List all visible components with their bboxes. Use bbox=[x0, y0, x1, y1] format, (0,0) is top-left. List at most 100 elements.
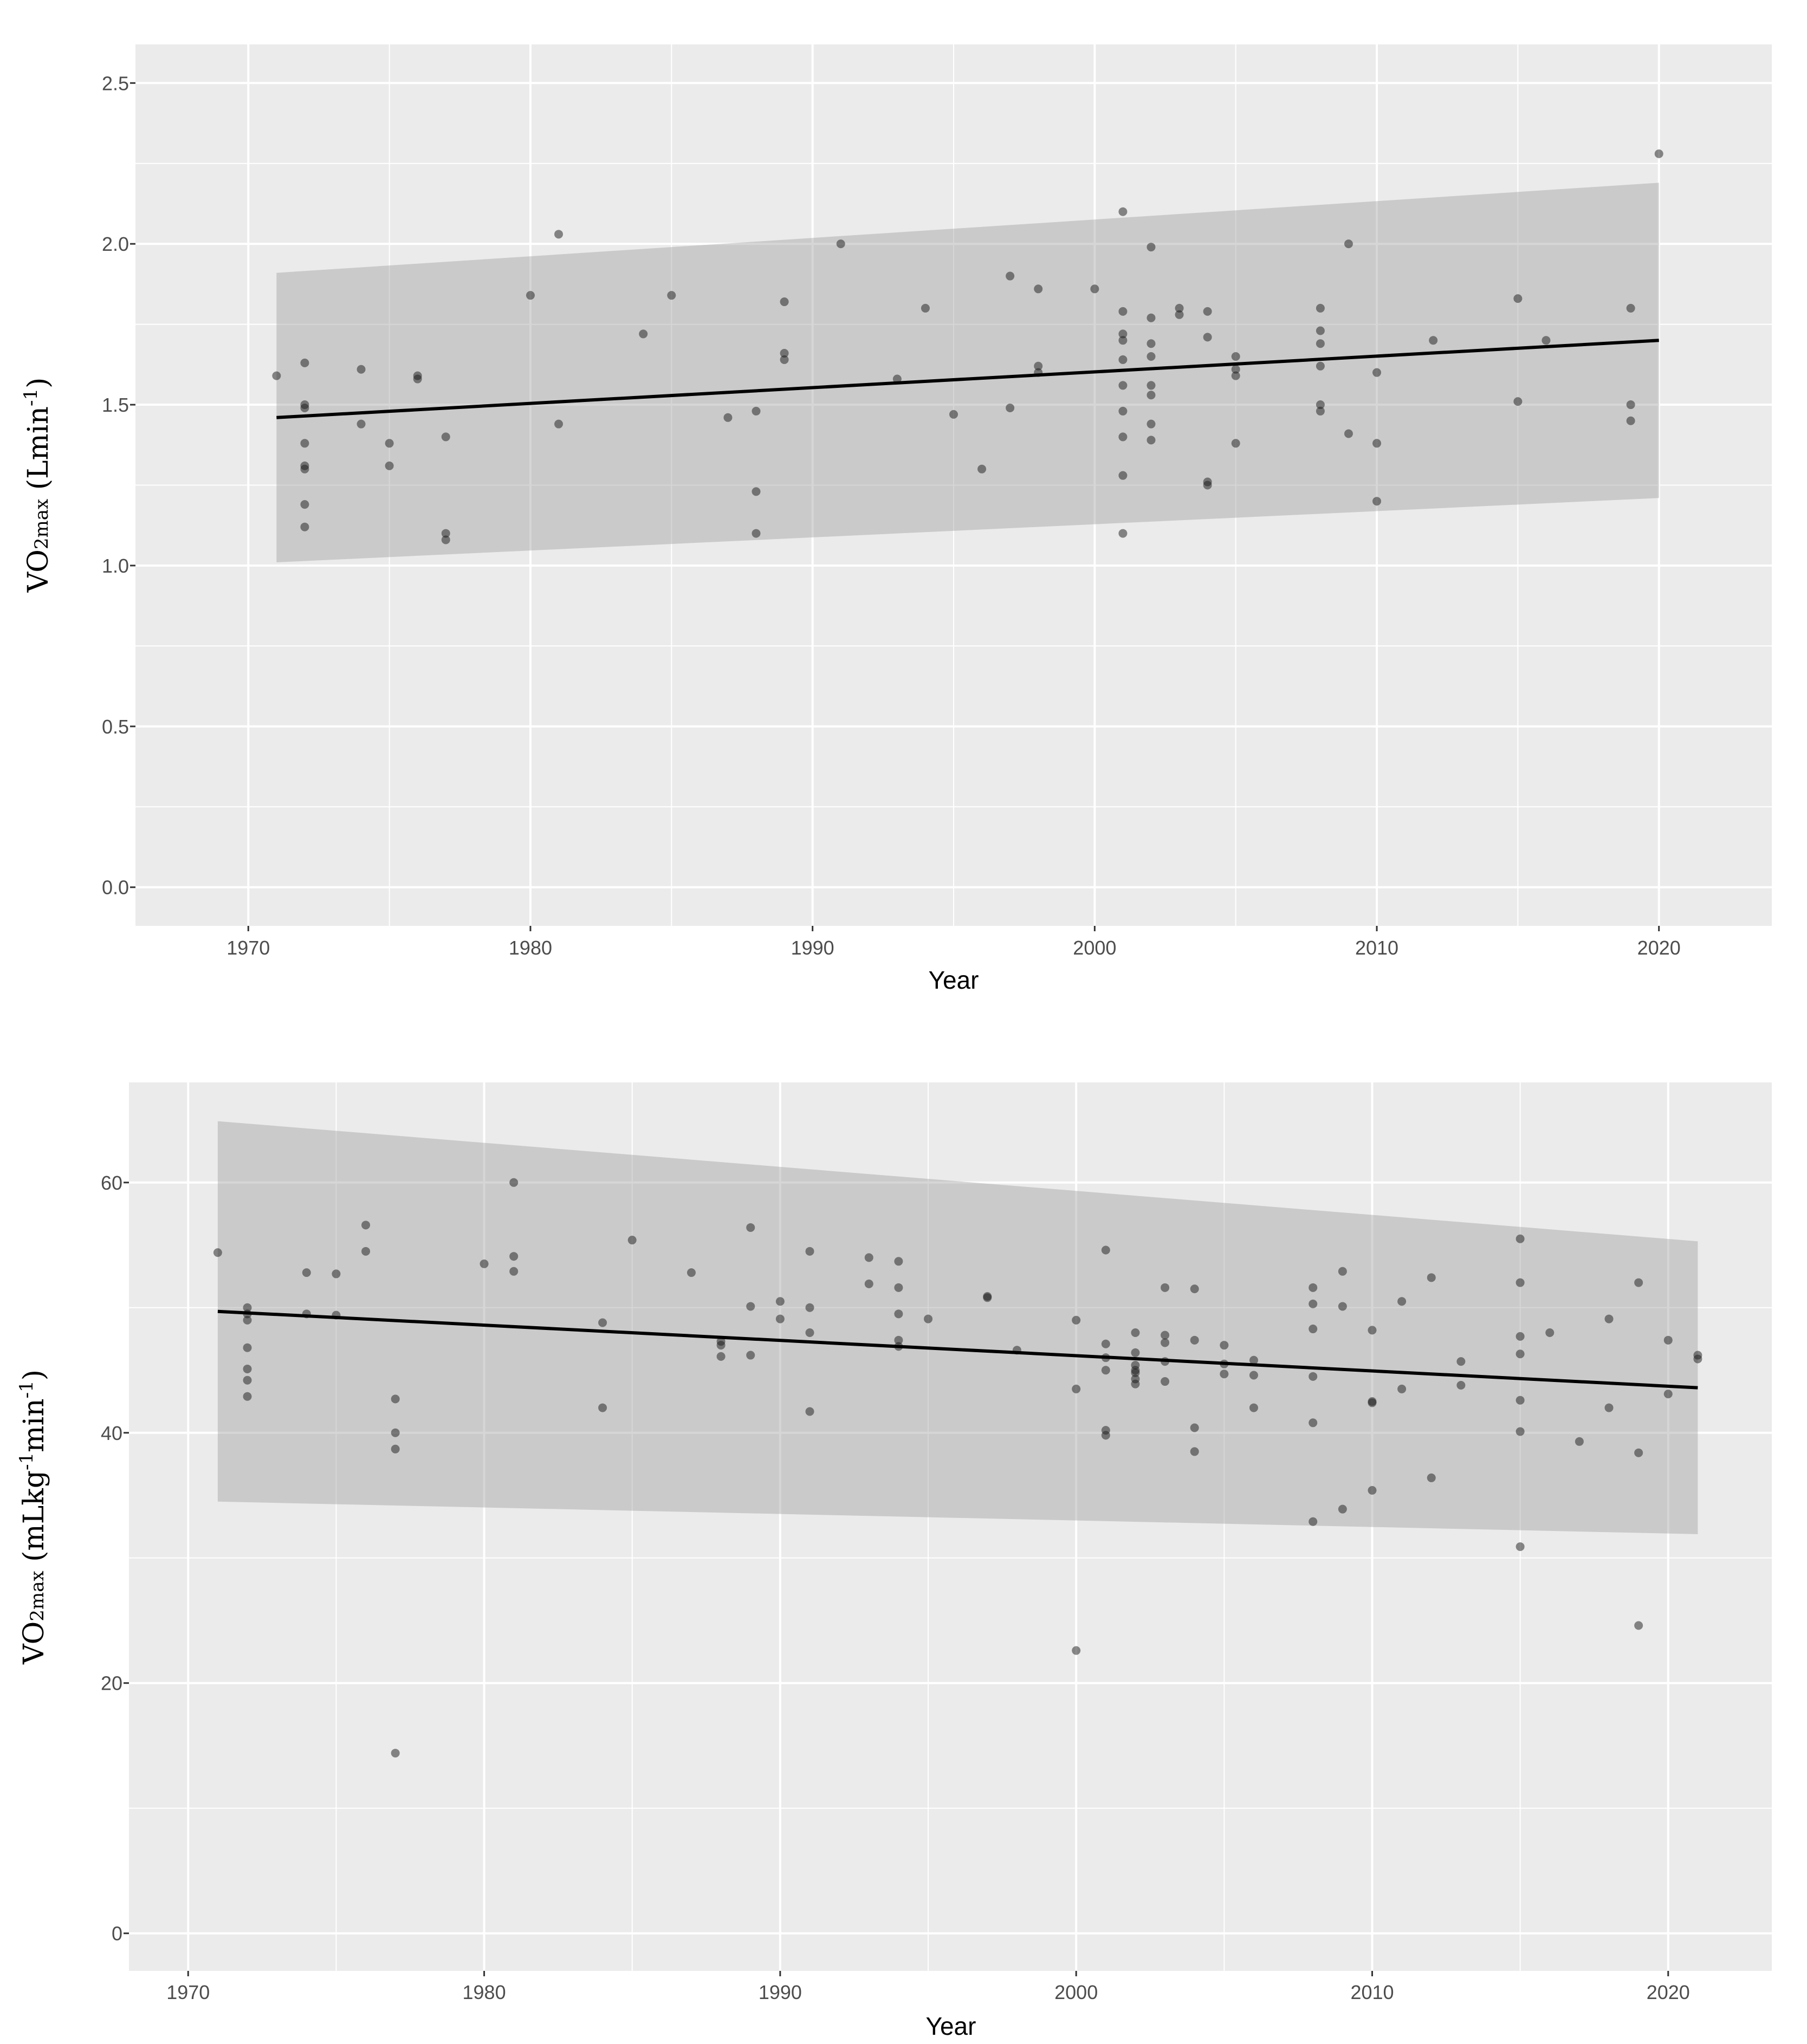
data-point bbox=[1231, 371, 1240, 380]
data-point bbox=[509, 1252, 519, 1261]
data-point bbox=[1316, 406, 1325, 416]
chart-vo2max-absolute: 0.0 0.5 1.0 1.5 2.0 2.5 1970 1980 1990 2000 2010 2… bbox=[20, 44, 1772, 994]
x-tick-label: 2010 bbox=[1355, 937, 1398, 959]
data-point bbox=[1147, 339, 1156, 348]
data-point bbox=[1316, 326, 1325, 335]
data-point bbox=[243, 1392, 252, 1401]
data-point bbox=[1161, 1338, 1170, 1347]
data-point bbox=[1515, 1234, 1525, 1243]
data-point bbox=[1575, 1437, 1584, 1446]
data-point bbox=[554, 419, 564, 429]
data-point bbox=[1131, 1379, 1140, 1388]
data-point bbox=[1368, 1486, 1377, 1495]
data-point bbox=[300, 464, 309, 473]
x-tick-label: 2000 bbox=[1073, 937, 1116, 959]
data-point bbox=[1131, 1368, 1140, 1377]
y-tick-label: 1.5 bbox=[102, 394, 129, 416]
data-point bbox=[1429, 336, 1438, 345]
data-point bbox=[949, 410, 958, 419]
data-point bbox=[686, 1268, 696, 1277]
data-point bbox=[1309, 1517, 1318, 1526]
data-point bbox=[213, 1248, 222, 1257]
data-point bbox=[300, 403, 309, 412]
data-point bbox=[1427, 1273, 1436, 1282]
data-point bbox=[1131, 1348, 1140, 1357]
data-point bbox=[752, 406, 761, 416]
data-point bbox=[1249, 1355, 1258, 1365]
data-point bbox=[1101, 1339, 1110, 1348]
data-point bbox=[892, 374, 902, 384]
regression-line bbox=[217, 1309, 1698, 1390]
data-point bbox=[243, 1375, 252, 1385]
data-point bbox=[983, 1293, 992, 1302]
data-point bbox=[1634, 1621, 1643, 1630]
data-point bbox=[627, 1236, 637, 1245]
data-point bbox=[1397, 1297, 1407, 1306]
data-point bbox=[1231, 365, 1240, 374]
data-point bbox=[1161, 1377, 1170, 1386]
y-axis-title: VO2max (Lmin-1) bbox=[20, 378, 55, 593]
data-point bbox=[1397, 1384, 1407, 1393]
data-point bbox=[1626, 303, 1635, 313]
data-point bbox=[1175, 310, 1184, 319]
data-point bbox=[1072, 1315, 1081, 1325]
data-point bbox=[1034, 361, 1043, 371]
data-point bbox=[300, 522, 309, 531]
data-point bbox=[1654, 149, 1663, 158]
data-point bbox=[1072, 1384, 1081, 1393]
data-point bbox=[1034, 284, 1043, 294]
data-point bbox=[441, 432, 450, 442]
data-point bbox=[1249, 1403, 1258, 1412]
y-tick-label: 2.5 bbox=[102, 72, 129, 94]
data-point bbox=[1626, 416, 1635, 425]
data-point bbox=[526, 291, 535, 300]
data-point bbox=[775, 1297, 785, 1306]
data-point bbox=[332, 1269, 341, 1279]
data-point bbox=[1604, 1314, 1614, 1323]
data-point bbox=[385, 461, 394, 470]
x-tick-label: 2020 bbox=[1647, 1981, 1690, 2003]
x-axis-title: Year bbox=[926, 2012, 976, 2040]
x-tick-label: 1970 bbox=[226, 937, 270, 959]
data-point bbox=[1249, 1371, 1258, 1380]
data-point bbox=[894, 1257, 903, 1266]
data-point bbox=[391, 1749, 400, 1758]
data-point bbox=[1427, 1473, 1436, 1482]
y-axis-ticks: 0.0 0.5 1.0 1.5 2.0 2.5 bbox=[102, 72, 135, 899]
data-point bbox=[894, 1283, 903, 1292]
data-point bbox=[1118, 381, 1128, 390]
data-point bbox=[1515, 1332, 1525, 1341]
data-point bbox=[1147, 352, 1156, 361]
data-point bbox=[1072, 1646, 1081, 1655]
confidence-band bbox=[276, 183, 1659, 563]
data-point bbox=[836, 239, 845, 249]
data-point bbox=[1515, 1542, 1525, 1551]
data-point bbox=[272, 371, 281, 380]
data-point bbox=[1368, 1398, 1377, 1407]
data-point bbox=[1626, 400, 1635, 410]
data-point bbox=[1203, 333, 1212, 342]
data-point bbox=[1101, 1366, 1110, 1375]
confidence-band bbox=[217, 1121, 1698, 1534]
data-point bbox=[1372, 368, 1382, 377]
data-point bbox=[1372, 497, 1382, 506]
data-point bbox=[1456, 1380, 1466, 1390]
x-axis-ticks: 1970 1980 1990 2000 2010 2020 bbox=[166, 1971, 1690, 2003]
data-point bbox=[977, 464, 987, 473]
data-point bbox=[1190, 1335, 1199, 1345]
chart-vo2max-relative: 0 20 40 60 1970 1980 1990 2000 2010 2020 Year VO… bbox=[16, 1082, 1772, 2040]
data-point bbox=[1338, 1267, 1347, 1276]
data-point bbox=[1147, 313, 1156, 322]
data-point bbox=[894, 1335, 903, 1345]
data-point bbox=[1456, 1357, 1466, 1366]
data-point bbox=[1175, 303, 1184, 313]
x-tick-label: 1990 bbox=[759, 1981, 802, 2003]
major-gridlines bbox=[135, 44, 1772, 926]
data-point bbox=[1118, 307, 1128, 316]
data-point bbox=[554, 230, 564, 239]
data-point bbox=[1006, 403, 1015, 412]
data-point bbox=[1190, 1423, 1199, 1432]
data-point bbox=[723, 413, 733, 422]
data-point bbox=[361, 1221, 371, 1230]
regression-line bbox=[276, 339, 1659, 419]
